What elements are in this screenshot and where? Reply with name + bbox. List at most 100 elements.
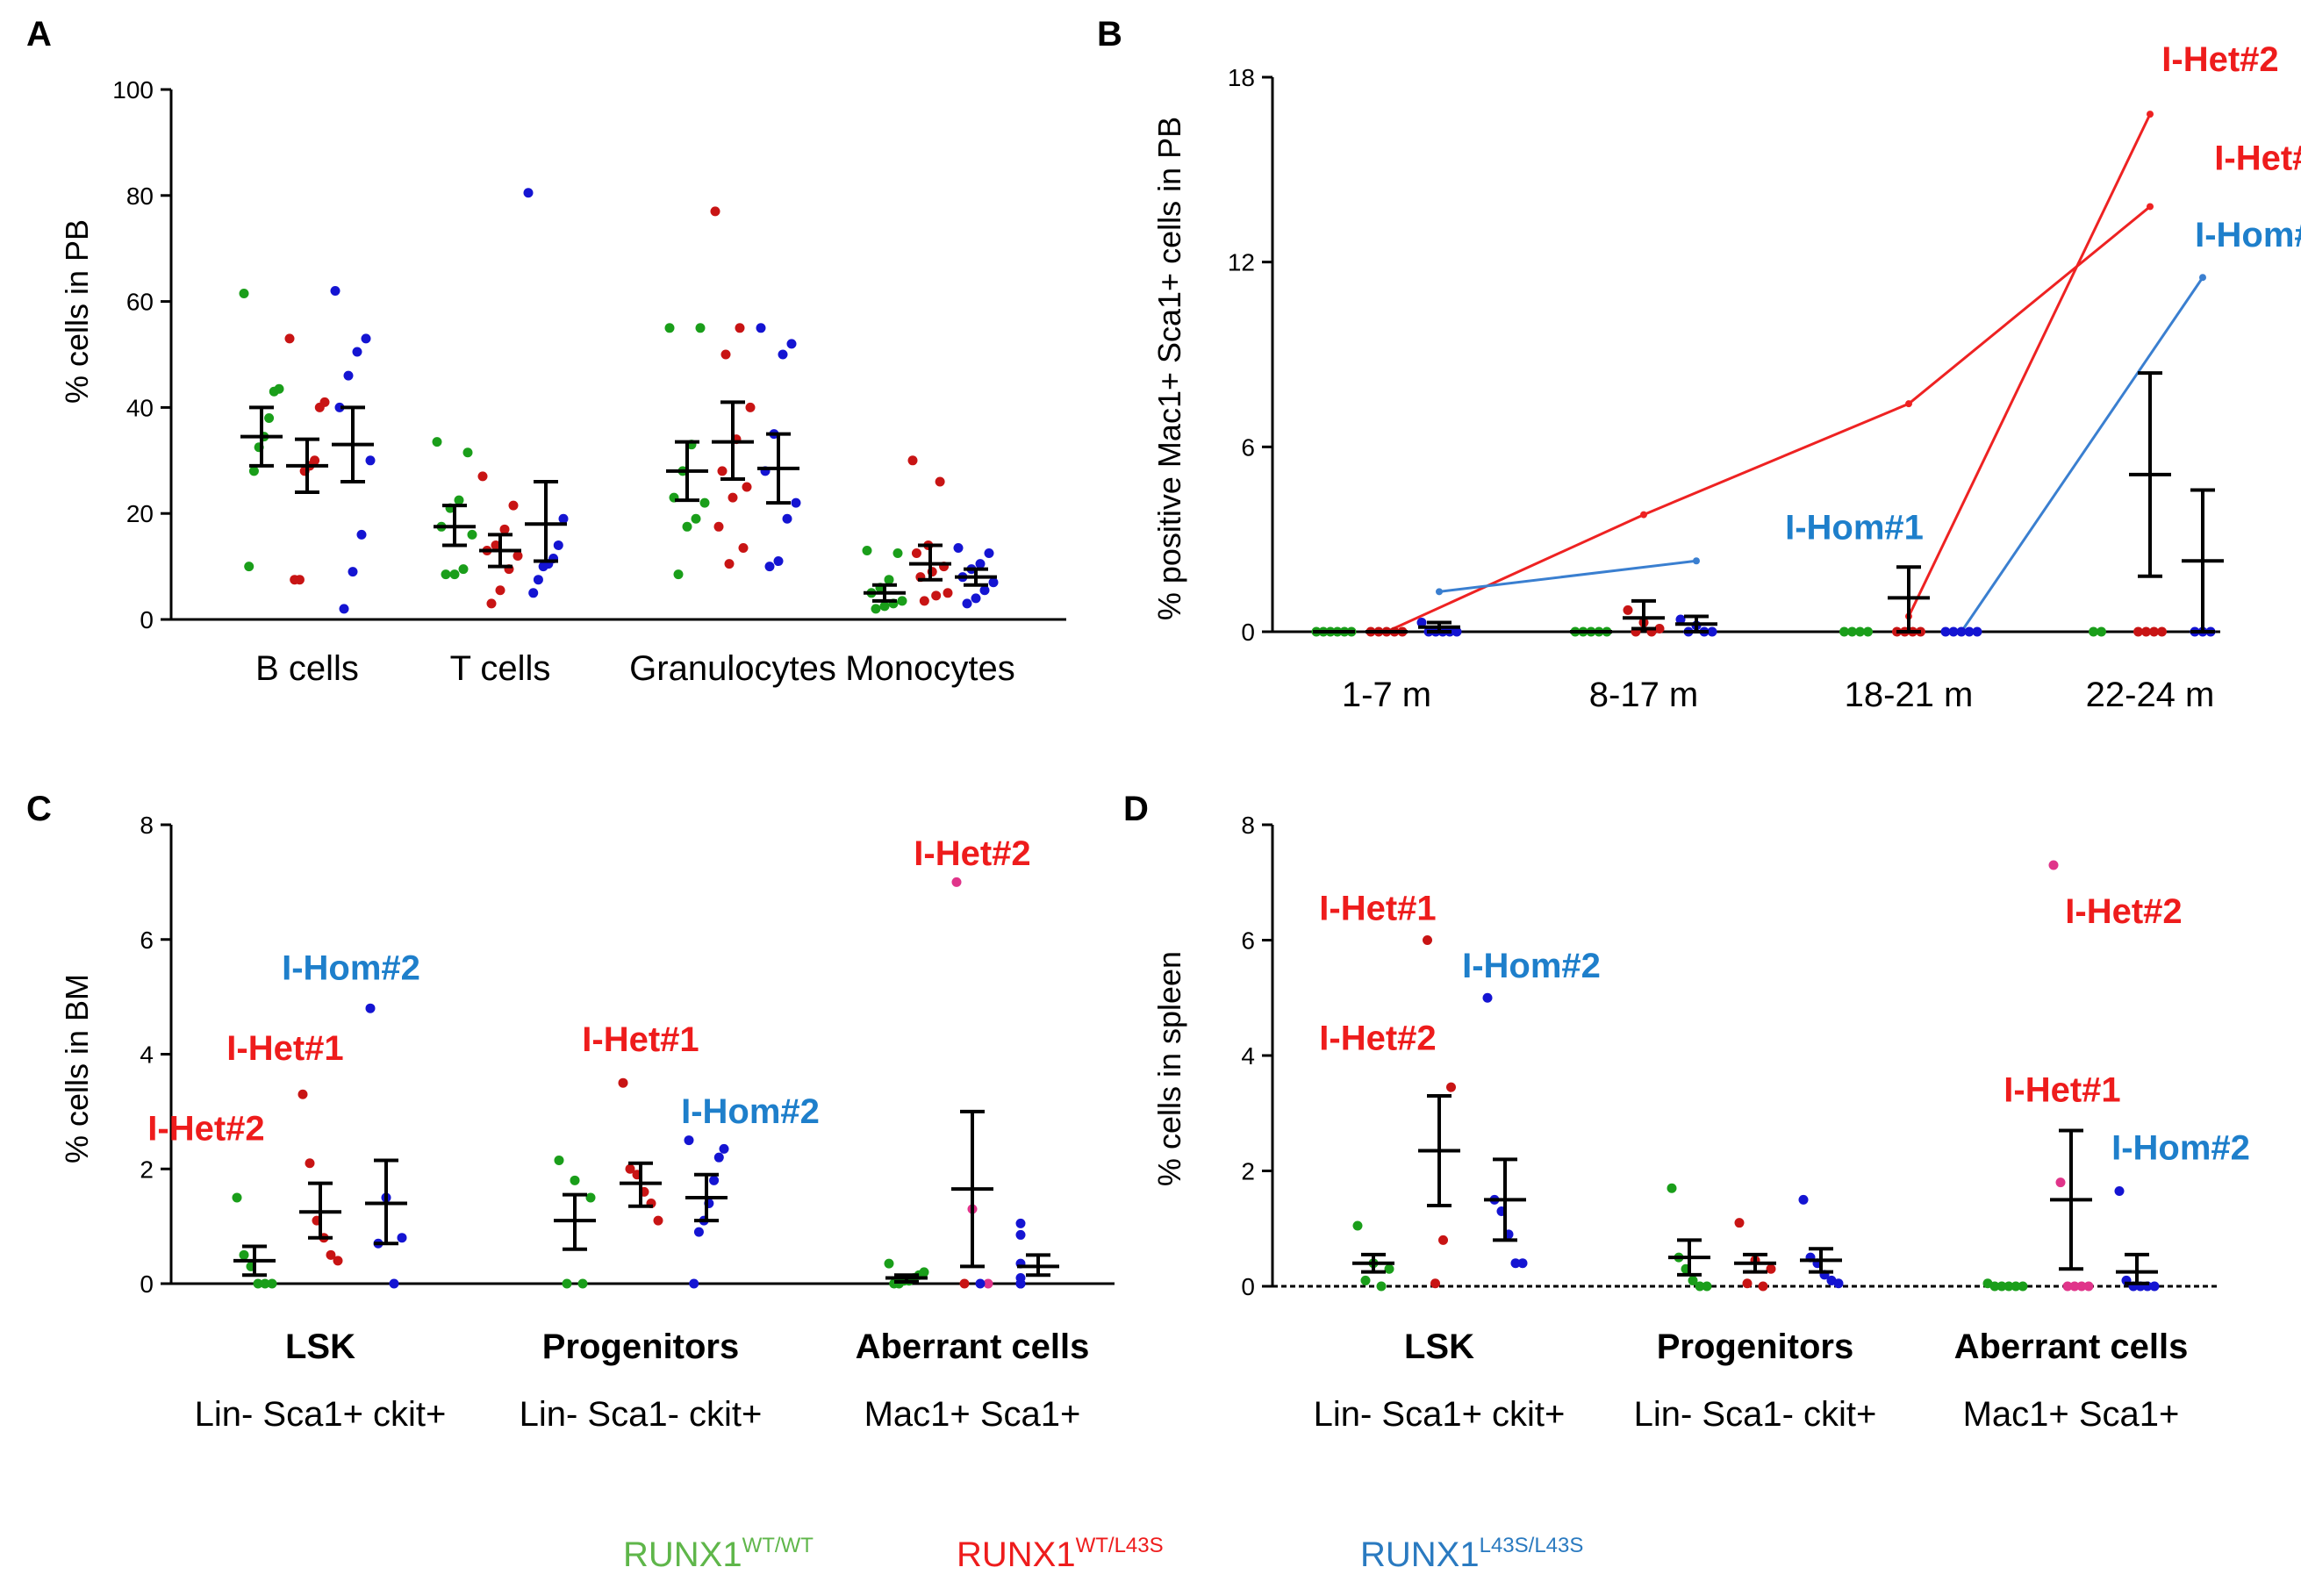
- data-point: [1742, 1278, 1753, 1289]
- data-point: [984, 548, 994, 558]
- data-point: [971, 593, 981, 604]
- data-point: [713, 521, 724, 532]
- data-point: [879, 601, 890, 612]
- data-point: [625, 1163, 635, 1174]
- legend-base: RUNX1: [1360, 1535, 1480, 1574]
- data-point: [2048, 860, 2059, 870]
- data-point: [1964, 626, 1975, 637]
- data-point: [710, 206, 720, 217]
- data-point: [284, 333, 295, 344]
- panel-label-d: D: [1123, 790, 1149, 828]
- data-point: [1798, 1194, 1809, 1205]
- category-label: 18-21 m: [1845, 676, 1974, 714]
- data-point: [962, 598, 972, 609]
- data-point: [1423, 935, 1432, 945]
- y-tick-label: 6: [1241, 927, 1255, 955]
- category-label: Aberrant cells: [856, 1328, 1090, 1366]
- data-point: [365, 1003, 376, 1013]
- data-point: [951, 877, 962, 887]
- data-point: [919, 596, 929, 606]
- y-tick-label: 100: [112, 76, 154, 104]
- data-point: [348, 567, 358, 577]
- category-sublabel: Mac1+ Sca1+: [1963, 1395, 2180, 1434]
- data-point: [1015, 1229, 1026, 1240]
- data-point: [2062, 1281, 2073, 1292]
- trajectory-line: [1907, 113, 2152, 618]
- data-point: [244, 562, 254, 572]
- data-point: [862, 545, 872, 555]
- data-point: [778, 349, 788, 360]
- data-point: [931, 590, 942, 601]
- plot-area-a: 0 20 40 60 80 100 B cells T cells Granulocytes Mo…: [112, 76, 1066, 688]
- annotation-label: I-Het#1: [1319, 889, 1436, 927]
- category-sublabel: Lin- Sca1+ ckit+: [1314, 1395, 1566, 1434]
- data-point: [533, 575, 543, 585]
- data-point: [305, 1158, 315, 1169]
- legend-base: RUNX1: [957, 1535, 1076, 1574]
- data-point: [397, 1233, 407, 1243]
- data-point: [264, 412, 275, 423]
- data-point: [239, 1249, 249, 1260]
- data-point: [911, 548, 921, 558]
- data-point: [253, 1278, 263, 1289]
- data-point: [724, 559, 735, 569]
- data-point: [1510, 1258, 1521, 1269]
- data-point: [618, 1077, 628, 1088]
- annotation-label: I-Het#1: [582, 1020, 699, 1059]
- data-point: [495, 585, 505, 596]
- data-point: [1948, 626, 1959, 637]
- legend-sup: L43S/L43S: [1480, 1534, 1584, 1557]
- panel-a: A % cells in PB 0 20 40 60 80 100 B cells T cel…: [26, 15, 1066, 688]
- data-point: [1972, 626, 1982, 637]
- data-point: [2157, 626, 2167, 637]
- data-point: [570, 1175, 580, 1185]
- data-point: [907, 455, 918, 466]
- trajectory-point: [2199, 274, 2206, 282]
- category-label: LSK: [1404, 1328, 1474, 1366]
- data-point: [1517, 1258, 1528, 1269]
- trajectory-point: [1905, 400, 1912, 408]
- y-tick-label: 18: [1228, 64, 1255, 91]
- annotation-label: I-Het#2: [147, 1110, 264, 1149]
- annotation-label: I-Het#1: [2214, 139, 2301, 177]
- y-tick-label: 6: [140, 927, 154, 954]
- annotation-label: I-Het#2: [2065, 892, 2182, 931]
- data-point: [1734, 1218, 1745, 1228]
- trajectory-point: [1693, 557, 1700, 565]
- y-tick-label: 40: [126, 394, 154, 421]
- data-point: [339, 604, 349, 614]
- data-point: [691, 513, 701, 524]
- data-point: [356, 529, 367, 540]
- data-point: [689, 1278, 699, 1289]
- data-point: [462, 447, 473, 458]
- data-point: [764, 562, 775, 572]
- plot-area-b: 0 6 12 18 1-7 m 8-17 m 18-21 m 22-24 m I-Het#2 I-…: [1228, 40, 2301, 714]
- annotation-label: I-Hom#2: [2111, 1128, 2250, 1167]
- data-point: [664, 323, 675, 333]
- trajectory-line: [1386, 205, 2151, 633]
- data-point: [897, 596, 907, 606]
- data-point: [1430, 1278, 1440, 1289]
- data-point: [1352, 1220, 1363, 1231]
- data-point: [232, 1192, 242, 1203]
- y-tick-label: 0: [140, 606, 154, 633]
- data-point: [389, 1278, 399, 1289]
- data-point: [2114, 1186, 2125, 1197]
- data-point: [441, 569, 451, 580]
- y-tick-label: 8: [140, 812, 154, 839]
- y-axis-label-c: % cells in BM: [59, 974, 95, 1163]
- y-axis-label-b: % positive Mac1+ Sca1+ cells in PB: [1151, 117, 1187, 620]
- category-sublabel: Mac1+ Sca1+: [864, 1395, 1081, 1434]
- data-point: [728, 492, 738, 503]
- plot-area-d: 0 2 4 6 8 LSK Lin- Sca1+ ckit+ Progenitors Lin- …: [1241, 812, 2249, 1434]
- annotation-label: I-Hom#2: [681, 1092, 820, 1131]
- data-point: [538, 562, 548, 572]
- data-point: [269, 386, 279, 397]
- data-point: [1452, 626, 1462, 637]
- category-label: 1-7 m: [1342, 676, 1431, 714]
- data-point: [673, 569, 684, 580]
- data-point: [1416, 617, 1427, 627]
- data-point: [248, 466, 259, 476]
- data-point: [314, 402, 325, 412]
